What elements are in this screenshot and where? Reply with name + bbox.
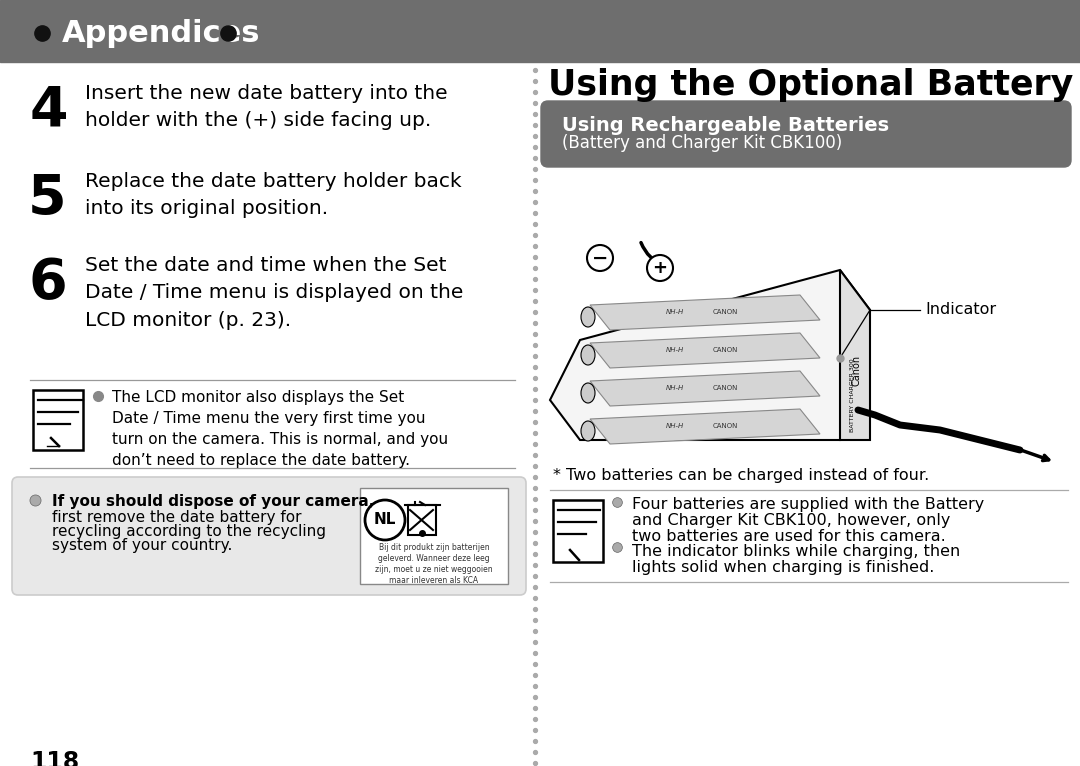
Text: and Charger Kit CBK100, however, only: and Charger Kit CBK100, however, only <box>632 513 950 528</box>
Text: Appendices: Appendices <box>62 18 260 47</box>
Bar <box>408 505 436 535</box>
Text: The indicator blinks while charging, then: The indicator blinks while charging, the… <box>632 544 960 559</box>
Circle shape <box>588 245 613 271</box>
Text: CANON: CANON <box>713 423 738 429</box>
Text: Using Rechargeable Batteries: Using Rechargeable Batteries <box>562 116 889 135</box>
Text: NH-H: NH-H <box>666 347 684 353</box>
Ellipse shape <box>581 421 595 441</box>
Text: NH-H: NH-H <box>666 385 684 391</box>
Text: −: − <box>592 248 608 267</box>
Text: * Two batteries can be charged instead of four.: * Two batteries can be charged instead o… <box>553 468 929 483</box>
Text: NH-H: NH-H <box>666 423 684 429</box>
Text: Replace the date battery holder back
into its original position.: Replace the date battery holder back int… <box>85 172 461 218</box>
Text: lights solid when charging is finished.: lights solid when charging is finished. <box>632 560 934 575</box>
Text: If you should dispose of your camera,: If you should dispose of your camera, <box>52 494 375 509</box>
Text: Using the Optional Battery Kits: Using the Optional Battery Kits <box>548 68 1080 102</box>
Text: BATTERY CHARGER 300: BATTERY CHARGER 300 <box>850 358 854 432</box>
Text: +: + <box>652 259 667 277</box>
Text: Indicator: Indicator <box>924 303 996 317</box>
Text: system of your country.: system of your country. <box>52 538 232 553</box>
Polygon shape <box>590 295 820 330</box>
Text: CANON: CANON <box>713 385 738 391</box>
Text: two batteries are used for this camera.: two batteries are used for this camera. <box>632 529 946 544</box>
Polygon shape <box>590 371 820 406</box>
FancyBboxPatch shape <box>541 101 1071 167</box>
Text: 6: 6 <box>28 256 67 310</box>
Text: (Battery and Charger Kit CBK100): (Battery and Charger Kit CBK100) <box>562 134 842 152</box>
Text: Insert the new date battery into the
holder with the (+) side facing up.: Insert the new date battery into the hol… <box>85 84 447 130</box>
Bar <box>33 390 83 450</box>
Ellipse shape <box>581 383 595 403</box>
Text: first remove the date battery for: first remove the date battery for <box>52 510 301 525</box>
Text: Set the date and time when the Set
Date / Time menu is displayed on the
LCD moni: Set the date and time when the Set Date … <box>85 256 463 329</box>
Ellipse shape <box>581 345 595 365</box>
Text: The LCD monitor also displays the Set
Date / Time menu the very first time you
t: The LCD monitor also displays the Set Da… <box>112 390 448 468</box>
Ellipse shape <box>581 307 595 327</box>
Text: CANON: CANON <box>713 309 738 315</box>
Bar <box>360 488 508 584</box>
Bar <box>553 500 603 562</box>
Polygon shape <box>590 333 820 368</box>
Bar <box>0 0 1080 62</box>
Text: recycling according to the recycling: recycling according to the recycling <box>52 524 326 539</box>
Text: CANON: CANON <box>713 347 738 353</box>
Polygon shape <box>550 270 870 440</box>
Text: 4: 4 <box>30 84 68 138</box>
FancyBboxPatch shape <box>12 477 526 595</box>
Text: NH-H: NH-H <box>666 309 684 315</box>
Text: Four batteries are supplied with the Battery: Four batteries are supplied with the Bat… <box>632 497 984 512</box>
Text: Bij dit produkt zijn batterijen
geleverd. Wanneer deze leeg
zijn, moet u ze niet: Bij dit produkt zijn batterijen geleverd… <box>375 543 492 585</box>
Circle shape <box>647 255 673 281</box>
Text: 5: 5 <box>28 172 67 226</box>
Text: Canon: Canon <box>851 355 861 385</box>
Polygon shape <box>840 270 870 440</box>
Text: NL: NL <box>374 512 396 528</box>
Text: 118: 118 <box>30 750 79 766</box>
Polygon shape <box>590 409 820 444</box>
